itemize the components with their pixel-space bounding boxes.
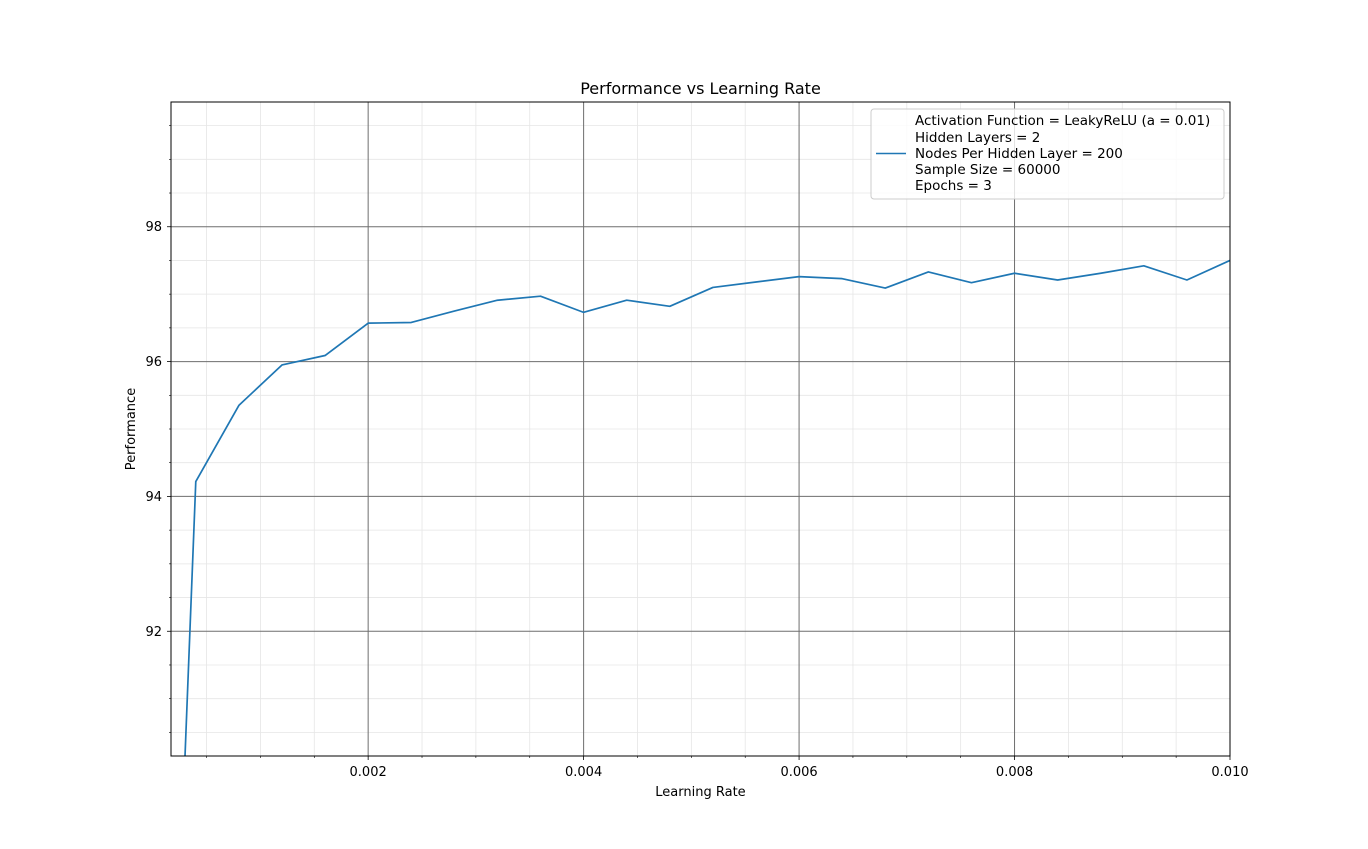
chart-title: Performance vs Learning Rate	[580, 79, 821, 98]
legend: Activation Function = LeakyReLU (a = 0.0…	[870, 108, 1225, 200]
x-tick-label: 0.010	[1211, 765, 1248, 780]
y-tick-label: 92	[145, 625, 162, 640]
legend-box	[870, 108, 1225, 200]
x-tick-label: 0.006	[780, 765, 817, 780]
legend-line-sample-size: Sample Size = 60000	[915, 162, 1060, 178]
x-tick-label: 0.002	[350, 765, 387, 780]
series-line	[184, 259, 1230, 756]
x-tick-label: 0.008	[996, 765, 1033, 780]
minor-grid	[171, 102, 1230, 756]
y-tick-label: 94	[145, 490, 162, 505]
legend-line-activation: Activation Function = LeakyReLU (a = 0.0…	[915, 113, 1210, 129]
ticks-layer: 0.002 0.004 0.006 0.008 0.010 92 94 96 98	[145, 125, 1249, 780]
series-layer	[184, 259, 1230, 756]
y-axis-label: Performance	[124, 388, 139, 470]
y-tick-label: 96	[145, 355, 162, 370]
y-tick-label: 98	[145, 220, 162, 235]
legend-line-epochs: Epochs = 3	[915, 178, 992, 194]
x-axis-label: Learning Rate	[655, 785, 745, 800]
x-tick-label: 0.004	[565, 765, 602, 780]
legend-line-nodes: Nodes Per Hidden Layer = 200	[915, 146, 1123, 162]
legend-line-hidden-layers: Hidden Layers = 2	[915, 130, 1040, 146]
